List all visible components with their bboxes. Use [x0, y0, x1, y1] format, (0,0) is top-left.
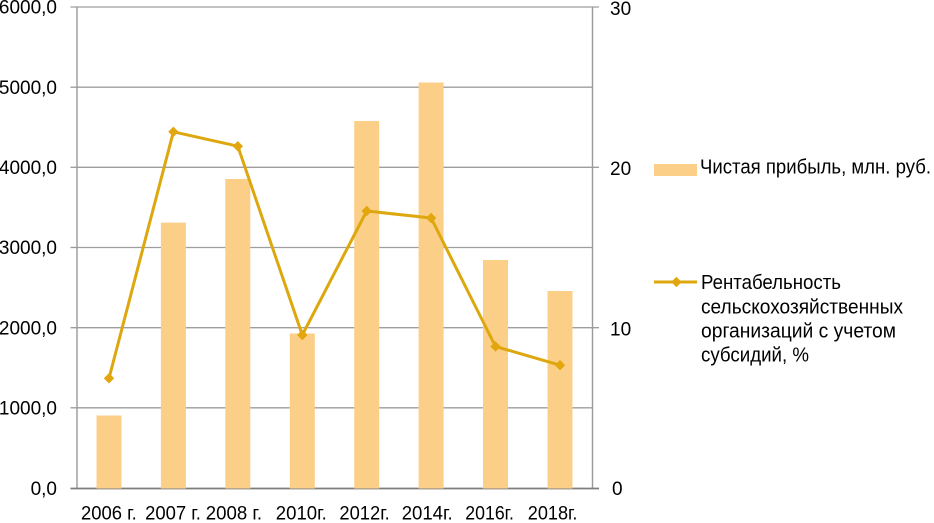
svg-text:3000,0: 3000,0 — [0, 238, 57, 259]
svg-text:2007 г.: 2007 г. — [145, 504, 201, 523]
svg-text:20: 20 — [610, 159, 631, 180]
svg-text:2008 г.: 2008 г. — [206, 504, 262, 523]
svg-text:2006 г.: 2006 г. — [81, 504, 137, 523]
svg-text:Рентабельность: Рентабельность — [701, 272, 841, 294]
svg-text:0,0: 0,0 — [31, 479, 57, 500]
svg-text:2016г.: 2016г. — [465, 504, 514, 523]
svg-text:Чистая прибыль, млн. руб.: Чистая прибыль, млн. руб. — [700, 157, 931, 179]
svg-text:10: 10 — [610, 320, 631, 341]
svg-text:6000,0: 6000,0 — [0, 0, 57, 19]
svg-text:2014г.: 2014г. — [402, 504, 453, 523]
svg-text:субсидий, %: субсидий, % — [701, 345, 809, 367]
svg-text:организаций с учетом: организаций с учетом — [701, 321, 896, 343]
svg-text:2018г.: 2018г. — [528, 504, 578, 523]
svg-text:5000,0: 5000,0 — [0, 78, 57, 99]
svg-text:сельскохозяйственных: сельскохозяйственных — [701, 296, 903, 318]
svg-text:1000,0: 1000,0 — [0, 398, 57, 419]
svg-text:2012г.: 2012г. — [339, 504, 389, 523]
svg-text:2000,0: 2000,0 — [0, 318, 57, 339]
svg-text:2010г.: 2010г. — [276, 504, 327, 523]
svg-text:30: 30 — [610, 0, 631, 20]
svg-text:0: 0 — [612, 479, 623, 500]
svg-text:4000,0: 4000,0 — [0, 158, 57, 179]
